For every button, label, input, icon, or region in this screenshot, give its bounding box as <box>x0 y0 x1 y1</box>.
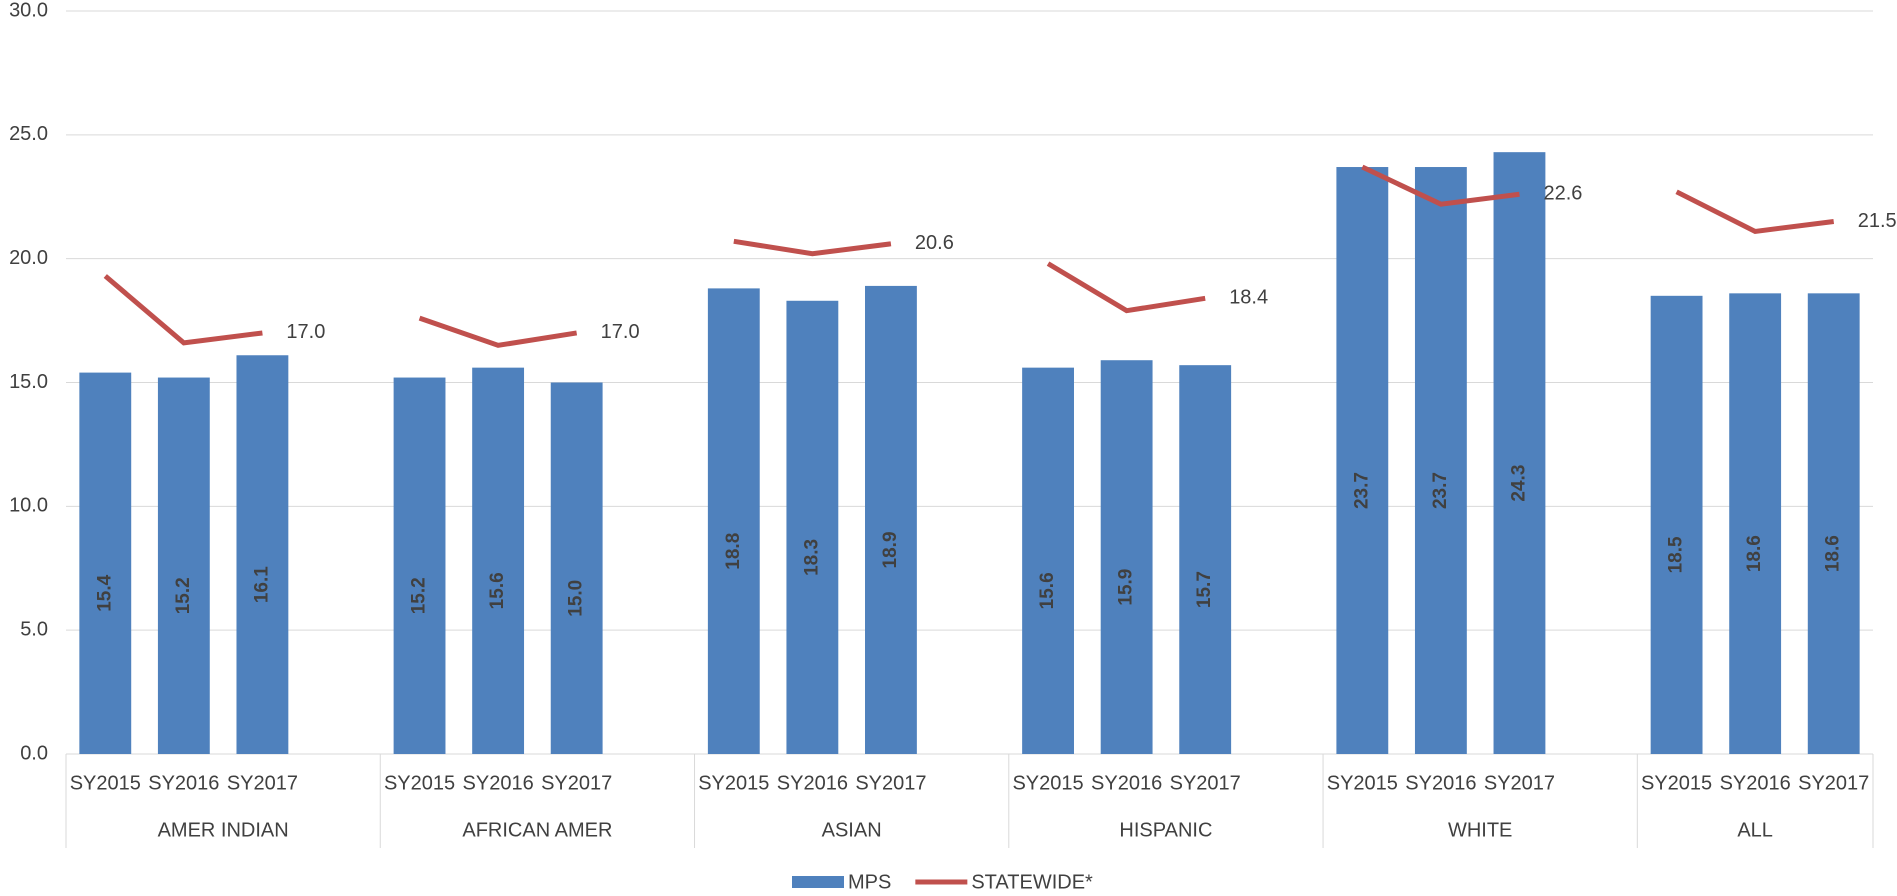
legend-swatch <box>792 876 844 888</box>
bar <box>1414 167 1467 754</box>
line-value-label: 22.6 <box>1543 183 1582 205</box>
bar <box>786 300 839 754</box>
bar <box>236 355 289 754</box>
bar-value-label: 18.6 <box>1744 535 1765 572</box>
bar <box>79 372 132 754</box>
bar-value-label: 15.6 <box>1037 572 1058 609</box>
x-tick-label: SY2016 <box>1091 772 1162 794</box>
x-tick-label: SY2016 <box>463 772 534 794</box>
x-tick-label: SY2017 <box>541 772 612 794</box>
line-value-label: 17.0 <box>286 321 325 343</box>
bar-value-label: 24.3 <box>1508 465 1529 502</box>
group-label: AMER INDIAN <box>158 819 289 841</box>
line-segment <box>418 315 578 348</box>
y-tick-label: 20.0 <box>9 247 48 269</box>
x-tick-label: SY2016 <box>148 772 219 794</box>
line-segment <box>1675 189 1835 234</box>
bar-value-label: 18.6 <box>1823 535 1844 572</box>
legend-label: STATEWIDE* <box>971 871 1093 893</box>
bar <box>157 377 210 754</box>
bar <box>1729 293 1782 754</box>
line-value-label: 17.0 <box>601 321 640 343</box>
group-label: ALL <box>1737 819 1773 841</box>
bar <box>1336 167 1389 754</box>
bar <box>1493 152 1546 755</box>
x-tick-label: SY2017 <box>1484 772 1555 794</box>
bar-value-label: 18.3 <box>801 539 822 576</box>
line-segment <box>103 274 263 346</box>
y-tick-label: 15.0 <box>9 371 48 393</box>
group-label: AFRICAN AMER <box>462 819 612 841</box>
x-tick-label: SY2015 <box>1327 772 1398 794</box>
line-value-label: 21.5 <box>1858 210 1897 232</box>
bar-value-label: 18.5 <box>1666 536 1687 573</box>
x-tick-label: SY2015 <box>70 772 141 794</box>
bar <box>472 367 525 754</box>
bar-value-label: 15.2 <box>409 577 430 614</box>
group-label: WHITE <box>1448 819 1512 841</box>
x-tick-label: SY2016 <box>1720 772 1791 794</box>
x-tick-label: SY2017 <box>1798 772 1869 794</box>
bar-value-label: 15.6 <box>487 572 508 609</box>
line-segment <box>1046 261 1206 314</box>
bar-value-label: 15.2 <box>173 577 194 614</box>
bar <box>1179 365 1232 754</box>
x-tick-label: SY2017 <box>227 772 298 794</box>
line-value-label: 18.4 <box>1229 287 1268 309</box>
group-label: ASIAN <box>822 819 882 841</box>
bar <box>393 377 446 754</box>
bar <box>1807 293 1860 754</box>
y-tick-label: 25.0 <box>9 123 48 145</box>
x-tick-label: SY2015 <box>1641 772 1712 794</box>
y-tick-label: 30.0 <box>9 0 48 21</box>
bar-value-label: 18.8 <box>723 533 744 570</box>
bar-value-label: 18.9 <box>880 531 901 568</box>
x-tick-label: SY2015 <box>384 772 455 794</box>
bar-value-label: 23.7 <box>1430 472 1451 509</box>
bar-value-label: 15.4 <box>94 574 115 611</box>
bar <box>1022 367 1074 754</box>
line-segment <box>1361 164 1520 207</box>
y-tick-label: 10.0 <box>9 495 48 517</box>
x-tick-label: SY2016 <box>1405 772 1476 794</box>
bar <box>865 285 917 754</box>
bar-value-label: 15.0 <box>566 580 587 617</box>
bar <box>550 382 603 754</box>
x-tick-label: SY2015 <box>698 772 769 794</box>
y-tick-label: 0.0 <box>20 742 48 764</box>
bar-value-label: 23.7 <box>1351 472 1372 509</box>
bar-value-label: 15.9 <box>1116 569 1137 606</box>
line-value-label: 20.6 <box>915 232 954 254</box>
x-tick-label: SY2016 <box>777 772 848 794</box>
bar <box>707 288 760 754</box>
x-tick-label: SY2015 <box>1012 772 1083 794</box>
bar-value-label: 16.1 <box>251 566 272 603</box>
group-label: HISPANIC <box>1119 819 1212 841</box>
x-tick-label: SY2017 <box>1170 772 1241 794</box>
x-tick-label: SY2017 <box>855 772 926 794</box>
bar <box>1100 360 1153 754</box>
y-tick-label: 5.0 <box>20 618 48 640</box>
bar <box>1650 295 1703 754</box>
line-segment <box>733 238 892 257</box>
legend-label: MPS <box>848 871 891 893</box>
bar-value-label: 15.7 <box>1194 571 1215 608</box>
